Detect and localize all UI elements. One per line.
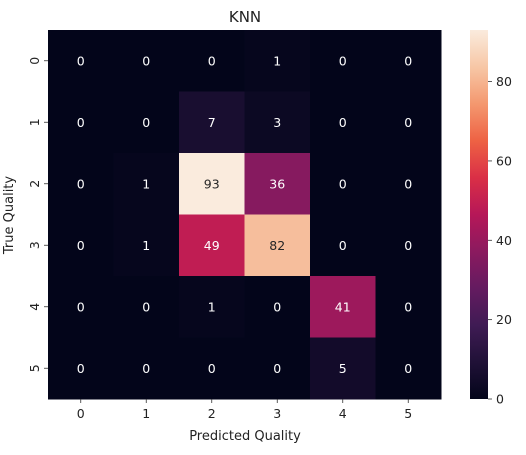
cell-value-0-0: 0 xyxy=(77,53,85,68)
heatmap-cell-0-5 xyxy=(375,30,442,92)
cell-value-1-2: 7 xyxy=(208,115,216,130)
heatmap-cell-3-1 xyxy=(113,214,180,277)
y-tick-label-5: 5 xyxy=(27,364,42,372)
heatmap-cell-4-4 xyxy=(310,276,376,338)
cell-value-4-2: 1 xyxy=(208,299,216,314)
x-tick-label-5: 5 xyxy=(404,406,412,421)
cell-value-3-4: 0 xyxy=(339,238,347,253)
cell-value-0-3: 1 xyxy=(273,53,281,68)
heatmap-cell-3-4 xyxy=(310,214,376,277)
heatmap-cell-4-0 xyxy=(48,276,114,338)
heatmap-cell-0-0 xyxy=(48,30,114,92)
heatmap-cell-5-3 xyxy=(244,337,311,400)
heatmap-cell-5-1 xyxy=(113,337,180,400)
heatmap-cell-0-3 xyxy=(244,30,311,92)
heatmap-cell-4-1 xyxy=(113,276,180,338)
colorbar-tick-label-60: 60 xyxy=(496,153,512,168)
heatmap-cell-1-2 xyxy=(179,91,245,154)
colorbar-ticks: 0 20 40 60 80 xyxy=(488,74,512,407)
cell-value-2-2: 93 xyxy=(204,176,220,191)
cell-value-4-4: 41 xyxy=(335,299,351,314)
cell-value-0-1: 0 xyxy=(142,53,150,68)
heatmap-cell-3-3 xyxy=(244,214,311,277)
heatmap-cell-1-3 xyxy=(244,91,311,154)
colorbar-tick-label-0: 0 xyxy=(496,392,504,407)
x-tick-label-0: 0 xyxy=(77,406,85,421)
heatmap-cell-5-5 xyxy=(375,337,442,400)
y-tick-label-0: 0 xyxy=(27,57,42,65)
cell-value-1-5: 0 xyxy=(404,115,412,130)
x-tick-label-2: 2 xyxy=(208,406,216,421)
x-axis-ticks: 0 1 2 3 4 5 xyxy=(77,399,412,421)
heatmap-cell-1-5 xyxy=(375,91,442,154)
heatmap-cell-2-2 xyxy=(179,153,245,215)
cell-value-1-4: 0 xyxy=(339,115,347,130)
cell-value-4-1: 0 xyxy=(142,299,150,314)
heatmap-cell-4-5 xyxy=(375,276,442,338)
cell-value-2-1: 1 xyxy=(142,176,150,191)
heatmap-cell-3-2 xyxy=(179,214,245,277)
chart-title: KNN xyxy=(229,8,261,26)
y-tick-label-4: 4 xyxy=(27,303,42,311)
cell-value-1-3: 3 xyxy=(273,115,281,130)
x-tick-label-3: 3 xyxy=(273,406,281,421)
colorbar-tick-label-20: 20 xyxy=(496,312,512,327)
cell-value-0-4: 0 xyxy=(339,53,347,68)
y-tick-label-3: 3 xyxy=(27,241,42,249)
heatmap-cell-2-3 xyxy=(244,153,311,215)
cell-value-1-1: 0 xyxy=(142,115,150,130)
heatmap-cell-5-0 xyxy=(48,337,114,400)
cell-value-2-3: 36 xyxy=(269,176,285,191)
cell-value-5-4: 5 xyxy=(339,361,347,376)
heatmap-cell-2-0 xyxy=(48,153,114,215)
heatmap-cell-2-5 xyxy=(375,153,442,215)
cell-value-4-0: 0 xyxy=(77,299,85,314)
heatmap-cell-5-2 xyxy=(179,337,245,400)
cell-value-5-1: 0 xyxy=(142,361,150,376)
cell-value-5-2: 0 xyxy=(208,361,216,376)
cell-value-1-0: 0 xyxy=(77,115,85,130)
y-axis-label: True Quality xyxy=(2,176,17,256)
heatmap-cell-1-4 xyxy=(310,91,376,154)
heatmap-cell-3-5 xyxy=(375,214,442,277)
cell-value-5-3: 0 xyxy=(273,361,281,376)
colorbar-tick-label-80: 80 xyxy=(496,74,512,89)
colorbar-tick-label-40: 40 xyxy=(496,233,512,248)
x-tick-label-1: 1 xyxy=(142,406,150,421)
heatmap-cell-0-4 xyxy=(310,30,376,92)
x-axis-label: Predicted Quality xyxy=(189,429,301,444)
y-tick-label-1: 1 xyxy=(27,118,42,126)
cell-value-3-3: 82 xyxy=(269,238,285,253)
cell-value-3-1: 1 xyxy=(142,238,150,253)
cell-value-3-0: 0 xyxy=(77,238,85,253)
heatmap-cell-4-2 xyxy=(179,276,245,338)
heatmap-cell-5-4 xyxy=(310,337,376,400)
heatmap-cell-1-1 xyxy=(113,91,180,154)
y-tick-label-2: 2 xyxy=(27,180,42,188)
x-tick-label-4: 4 xyxy=(339,406,347,421)
heatmap-cell-3-0 xyxy=(48,214,114,277)
cell-value-3-2: 49 xyxy=(204,238,220,253)
heatmap-cell-1-0 xyxy=(48,91,114,154)
heatmap-cell-2-1 xyxy=(113,153,180,215)
cell-value-4-3: 0 xyxy=(273,299,281,314)
heatmap-cell-4-3 xyxy=(244,276,311,338)
cell-value-0-5: 0 xyxy=(404,53,412,68)
heatmap-cell-2-4 xyxy=(310,153,376,215)
y-axis-ticks: 0 1 2 3 4 5 xyxy=(27,57,48,372)
heatmap-cell-0-2 xyxy=(179,30,245,92)
cell-value-2-0: 0 xyxy=(77,176,85,191)
cell-value-2-5: 0 xyxy=(404,176,412,191)
cell-value-5-0: 0 xyxy=(77,361,85,376)
cell-value-0-2: 0 xyxy=(208,53,216,68)
heatmap-cells: 0 0 0 1 0 0 0 0 7 3 0 0 0 1 93 36 0 0 0 1 49 82 0 0 0 0 1 0 41 0 0 0 0 0 5… xyxy=(48,30,442,400)
cell-value-5-5: 0 xyxy=(404,361,412,376)
heatmap-cell-0-1 xyxy=(113,30,180,92)
cell-value-4-5: 0 xyxy=(404,299,412,314)
cell-value-3-5: 0 xyxy=(404,238,412,253)
cell-value-2-4: 0 xyxy=(339,176,347,191)
colorbar xyxy=(470,30,488,399)
